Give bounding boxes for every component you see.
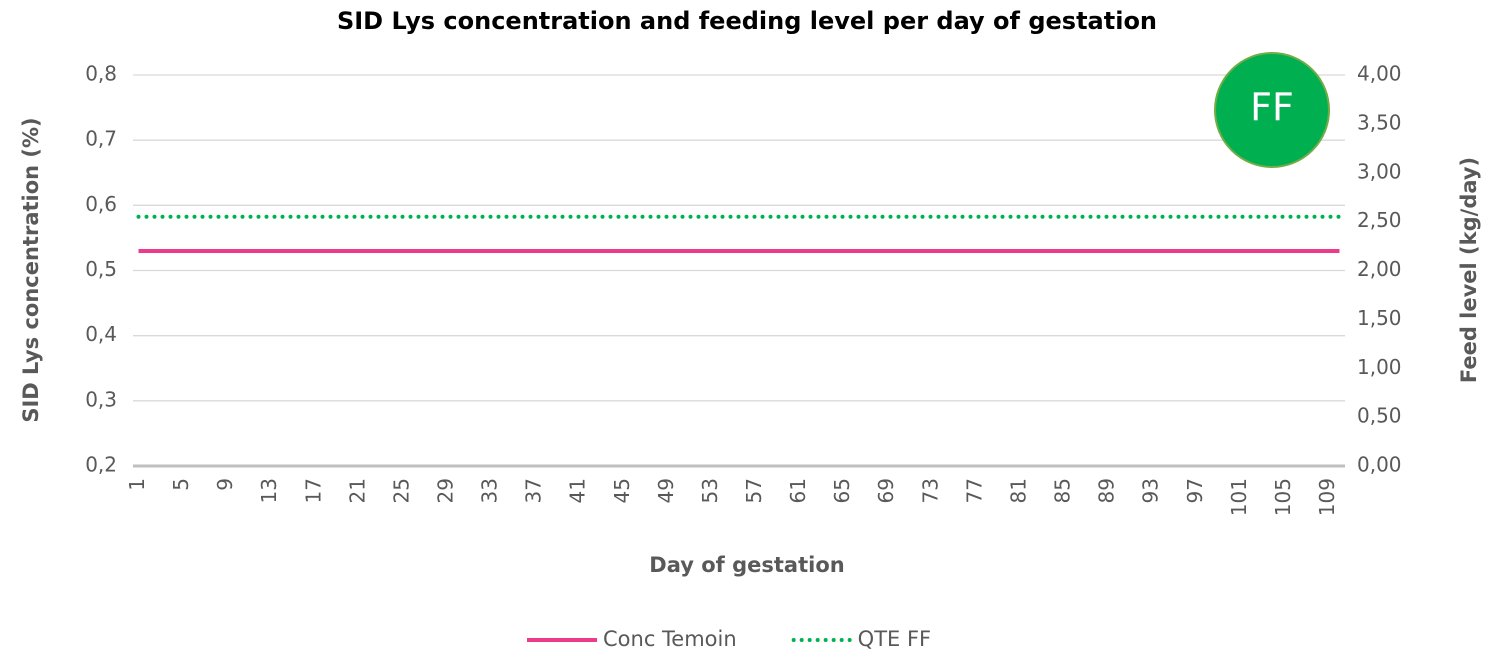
y-tick-label: 0,2 — [85, 453, 117, 477]
x-tick-label: 33 — [478, 478, 502, 503]
y2-tick-label: 0,50 — [1357, 404, 1402, 428]
chart-title: SID Lys concentration and feeding level … — [337, 7, 1157, 35]
x-tick-label: 45 — [610, 478, 634, 503]
x-tick-label: 105 — [1271, 478, 1295, 516]
y-tick-label: 0,6 — [85, 192, 117, 216]
x-tick-label: 37 — [522, 478, 546, 503]
y2-tick-label: 1,50 — [1357, 306, 1402, 330]
x-tick-label: 101 — [1227, 478, 1251, 516]
y-tick-label: 0,5 — [85, 257, 117, 281]
x-tick-label: 61 — [786, 478, 810, 503]
x-tick-label: 77 — [962, 478, 986, 503]
x-tick-label: 9 — [213, 478, 237, 491]
y-tick-label: 0,3 — [85, 387, 117, 411]
badge — [1214, 52, 1330, 168]
x-tick-label: 5 — [169, 478, 193, 491]
x-tick-label: 29 — [434, 478, 458, 503]
x-tick-label: 49 — [654, 478, 678, 503]
x-tick-label: 57 — [742, 478, 766, 503]
x-tick-label: 97 — [1183, 478, 1207, 503]
legend-label: QTE FF — [858, 627, 931, 651]
x-tick-label: 53 — [698, 478, 722, 503]
y2-tick-label: 1,00 — [1357, 355, 1402, 379]
y2-tick-label: 2,50 — [1357, 208, 1402, 232]
x-tick-label: 21 — [345, 478, 369, 503]
x-tick-label: 89 — [1095, 478, 1119, 503]
x-tick-label: 41 — [566, 478, 590, 503]
x-tick-label: 13 — [257, 478, 281, 503]
y2-tick-label: 4,00 — [1357, 62, 1402, 86]
x-tick-label: 25 — [389, 478, 413, 503]
y2-axis-title: Feed level (kg/day) — [1457, 157, 1481, 383]
badge-label: FF — [1250, 86, 1294, 130]
x-tick-label: 93 — [1139, 478, 1163, 503]
x-tick-label: 73 — [918, 478, 942, 503]
y-tick-label: 0,8 — [85, 62, 117, 86]
x-tick-label: 109 — [1315, 478, 1339, 516]
x-tick-label: 17 — [301, 478, 325, 503]
x-tick-label: 65 — [830, 478, 854, 503]
y-tick-label: 0,7 — [85, 127, 117, 151]
x-tick-label: 1 — [125, 478, 149, 491]
plot-area: 0,2 0,3 0,4 0,5 0,6 0,7 0,8 0,00 0,50 1,00 1,50 2,0… — [85, 62, 1401, 517]
legend-label: Conc Temoin — [603, 627, 737, 651]
y-axis-title: SID Lys concentration (%) — [19, 117, 43, 422]
y2-tick-label: 3,00 — [1357, 159, 1402, 183]
x-tick-label: 85 — [1051, 478, 1075, 503]
y2-tick-label: 3,50 — [1357, 110, 1402, 134]
x-tick-label: 81 — [1006, 478, 1030, 503]
y-tick-label: 0,4 — [85, 322, 117, 346]
x-tick-label: 69 — [874, 478, 898, 503]
x-axis-title: Day of gestation — [649, 553, 844, 577]
y2-tick-label: 2,00 — [1357, 257, 1402, 281]
y2-tick-label: 0,00 — [1357, 453, 1402, 477]
